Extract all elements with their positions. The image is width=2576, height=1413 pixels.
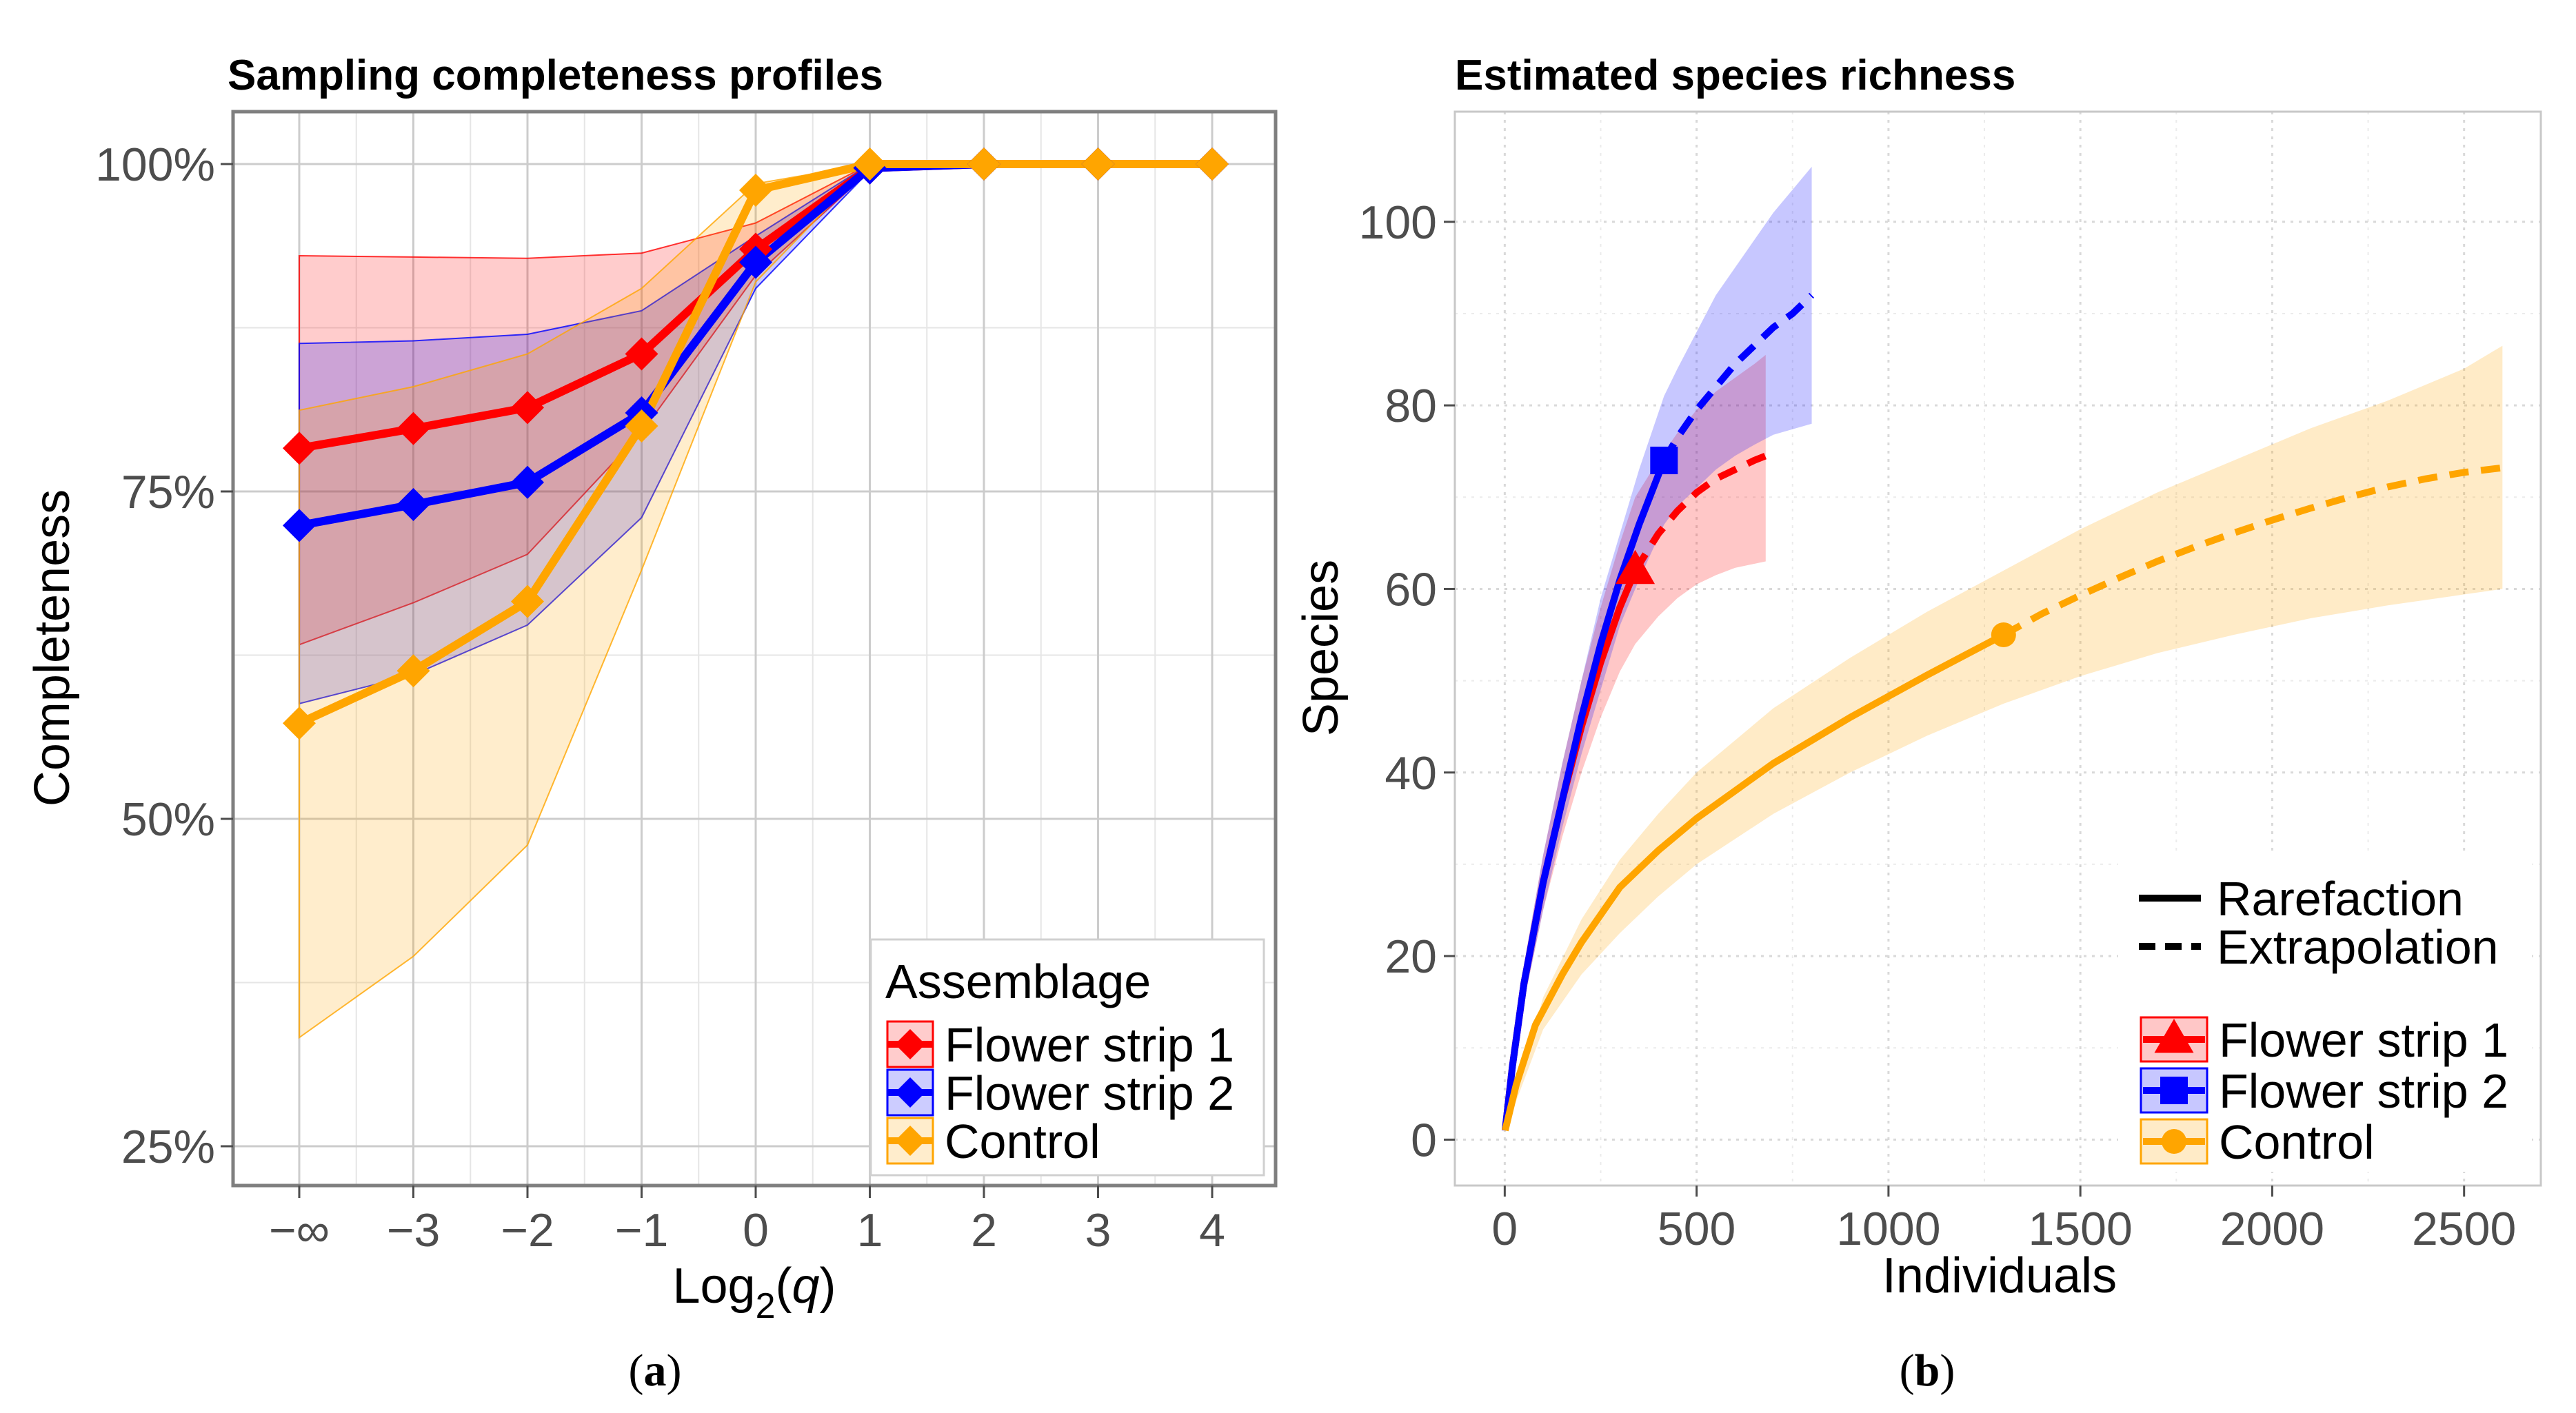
chart-b-y-axis: 0 20 40 60 80 100 — [1359, 196, 1455, 1166]
point-flower-strip-1 — [625, 337, 658, 371]
legend-marker-flower-strip-2 — [2160, 1077, 2188, 1104]
chart-a-panel-border — [231, 110, 1278, 1188]
legend-marker-flower-strip-1 — [2154, 1019, 2194, 1053]
chart-b-reference-points — [1616, 447, 2016, 648]
legend-label-flower-strip-1: Flower strip 1 — [945, 1018, 1234, 1072]
point-control — [1081, 148, 1115, 181]
x-tick-label: −∞ — [269, 1204, 330, 1257]
y-tick-label: 80 — [1385, 380, 1437, 432]
band-flower-strip-1 — [1505, 354, 1766, 1131]
y-tick-label: 100% — [95, 139, 215, 191]
x-tick-label: −3 — [387, 1204, 441, 1257]
y-tick-label: 60 — [1385, 563, 1437, 616]
x-tick-label: 500 — [1658, 1203, 1735, 1255]
chart-a-legend-box — [869, 938, 1265, 1177]
caption-b: (b) — [1900, 1345, 1955, 1396]
y-tick-label: 40 — [1385, 747, 1437, 800]
chart-a-x-axis-label: Log2(q) — [672, 1259, 836, 1326]
caption-a: (a) — [629, 1345, 682, 1396]
legend-a-title: Assemblage — [885, 955, 1151, 1008]
legend-label-control: Control — [2219, 1115, 2375, 1169]
x-tick-label: 0 — [743, 1204, 769, 1257]
extrapolation-flower-strip-1 — [1632, 452, 1767, 573]
point-flower-strip-1 — [283, 431, 316, 465]
reference-point-flower-strip-2 — [1650, 447, 1678, 475]
legend-label-control: Control — [945, 1115, 1100, 1168]
rarefaction-control — [1502, 631, 2006, 1132]
point-flower-strip-2 — [396, 488, 430, 521]
chart-b-x-axis: 0 500 1000 1500 2000 2500 — [1491, 1186, 2516, 1255]
point-flower-strip-1 — [511, 391, 544, 425]
chart-b-title: Estimated species richness — [1455, 52, 2015, 99]
legend-marker-control — [895, 1126, 925, 1156]
legend-label-flower-strip-2: Flower strip 2 — [945, 1066, 1234, 1120]
x-tick-label: 3 — [1085, 1204, 1111, 1257]
point-flower-strip-1 — [396, 411, 430, 445]
chart-a-title: Sampling completeness profiles — [228, 52, 883, 99]
x-tick-label: 4 — [1199, 1204, 1225, 1257]
rarefaction-flower-strip-2 — [1501, 459, 1667, 1131]
point-flower-strip-2 — [511, 465, 544, 499]
chart-b-confidence-bands — [1505, 166, 2503, 1131]
point-control — [967, 148, 1000, 181]
legend-marker-control — [2162, 1129, 2186, 1154]
x-tick-label: 2500 — [2412, 1203, 2516, 1255]
x-tick-label: 2 — [971, 1204, 997, 1257]
richness-chart: Estimated species richness 0 500 1000 1500 2… — [1294, 52, 2542, 1396]
chart-b-x-axis-label: Individuals — [1882, 1248, 2117, 1303]
point-flower-strip-2 — [739, 245, 772, 279]
y-tick-label: 100 — [1359, 196, 1437, 249]
y-tick-label: 75% — [121, 466, 215, 518]
reference-point-flower-strip-1 — [1616, 549, 1656, 584]
completeness-chart: Sampling completeness profiles −∞ −3 −2 −1 0… — [25, 52, 1278, 1396]
point-control — [1196, 148, 1229, 181]
chart-a-series-points — [283, 148, 1229, 740]
point-control — [853, 148, 887, 181]
point-control — [511, 584, 544, 618]
x-tick-label: 1 — [857, 1204, 883, 1257]
y-tick-label: 20 — [1385, 931, 1437, 983]
legend-marker-flower-strip-2 — [895, 1077, 925, 1108]
reference-point-control — [1991, 622, 2016, 648]
point-control — [625, 409, 658, 443]
extrapolation-flower-strip-2 — [1660, 292, 1815, 462]
chart-a-y-axis: 25% 50% 75% 100% — [95, 139, 233, 1173]
point-control — [739, 174, 772, 207]
x-tick-label: 1000 — [1836, 1203, 1940, 1255]
x-tick-label: 0 — [1491, 1203, 1518, 1255]
y-tick-label: 50% — [121, 793, 215, 846]
y-tick-label: 25% — [121, 1121, 215, 1173]
chart-b-panel-border — [1453, 110, 2542, 1187]
y-tick-label: 0 — [1411, 1114, 1437, 1166]
x-tick-label: −1 — [615, 1204, 669, 1257]
chart-a-y-axis-label: Completeness — [25, 489, 80, 806]
band-flower-strip-2 — [1505, 166, 1812, 1131]
band-control — [1505, 345, 2503, 1131]
legend-linetype-label-rarefaction: Rarefaction — [2217, 872, 2464, 926]
chart-b-y-axis-label: Species — [1294, 560, 1349, 736]
legend-marker-flower-strip-1 — [895, 1029, 925, 1059]
legend-label-flower-strip-1: Flower strip 1 — [2219, 1013, 2508, 1067]
point-flower-strip-2 — [283, 509, 316, 542]
legend-label-flower-strip-2: Flower strip 2 — [2219, 1064, 2508, 1118]
chart-a-x-axis: −∞ −3 −2 −1 0 1 2 3 4 — [269, 1186, 1225, 1257]
extrapolation-control — [2002, 464, 2503, 638]
point-control — [396, 654, 430, 688]
x-tick-label: 2000 — [2220, 1203, 2324, 1255]
chart-b-series-lines — [1501, 292, 2503, 1132]
x-tick-label: 1500 — [2029, 1203, 2133, 1255]
legend-linetype-label-extrapolation: Extrapolation — [2217, 920, 2499, 974]
point-control — [283, 706, 316, 740]
x-tick-label: −2 — [501, 1204, 554, 1257]
